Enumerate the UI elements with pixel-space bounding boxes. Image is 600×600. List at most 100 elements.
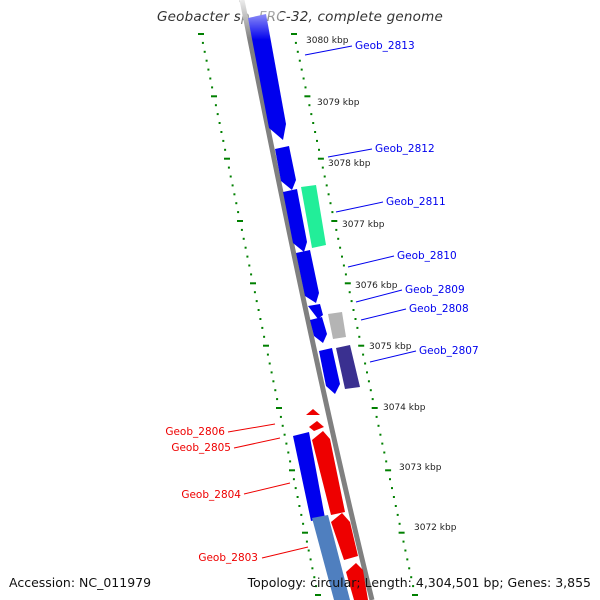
ruler-dash [272,380,275,383]
ruler-dash [371,398,374,401]
ruler-dash [274,389,277,392]
ruler-dash [304,95,311,98]
ruler-dash [224,148,227,151]
ruler-dash [398,522,401,525]
gene-label-geob-2809[interactable]: Geob_2809 [405,284,465,296]
ruler-dash [316,139,318,142]
gene-label-geob-2805[interactable]: Geob_2805 [171,442,231,454]
ruler-dash [385,460,388,463]
gene-arrow-geob-2804-plus[interactable] [293,432,325,521]
gene-arrow-geob-2807[interactable] [336,345,360,389]
ruler-dash [289,469,295,472]
gene-label-geob-2813[interactable]: Geob_2813 [355,40,415,52]
ruler-dash [310,113,313,116]
ruler-dash [398,531,405,534]
ruler-dash [308,104,311,107]
gene-arrow-geob-2812[interactable] [275,146,296,190]
ruler-dash [250,282,256,285]
gene-arrow-geob-2809-b[interactable] [310,317,327,343]
gene-arrow-geob-2803-plus[interactable] [312,515,350,600]
ruler-dash [348,291,351,294]
ruler-dash [352,309,355,311]
ruler-dash [270,371,273,374]
gene-arrow-geob-2804[interactable] [312,431,345,515]
ruler-dash [356,326,359,329]
ruler-dash [406,558,409,561]
ruler-dash [198,33,204,35]
ruler-dash [317,157,324,160]
ruler-dash [412,594,418,596]
ruler-dash [315,594,321,596]
ruler-dash [248,264,251,267]
gene-arrow-geob-2803[interactable] [331,513,358,560]
ruler-dash [244,246,247,249]
ruler-dash [302,77,305,80]
ruler-dash [203,50,206,53]
ruler-dash [268,362,271,365]
gene-label-geob-2811[interactable]: Geob_2811 [386,196,446,208]
ruler-dash [289,460,292,463]
ruler-dash [205,59,208,62]
ruler-outer [291,33,418,596]
ruler-dash [246,255,249,258]
ruler-dash [279,415,282,418]
ruler-dash [366,371,368,374]
ruler-dash [291,33,297,35]
gene-labels: Geob_2813 Geob_2812 Geob_2811 Geob_2810 … [165,40,478,564]
gene-arrow-geob-2811[interactable] [301,185,326,248]
ruler-dash [261,326,264,329]
ruler-dash [214,104,217,107]
gene-arrow-geob-2807-a[interactable] [319,348,340,394]
gene-arrow-geob-2806[interactable] [306,409,320,415]
ruler-dash [263,344,269,347]
gene-label-geob-2807[interactable]: Geob_2807 [419,345,479,357]
gene-label-geob-2803[interactable]: Geob_2803 [198,552,258,564]
ruler-dash [335,228,338,231]
ruler-dash [240,228,243,231]
gene-arrow-geob-2810[interactable] [296,250,319,303]
ruler-dash [257,309,260,311]
gene-arrow-geob-2805[interactable] [309,421,324,431]
ruler-dash [408,567,411,570]
gene-label-geob-2812[interactable]: Geob_2812 [375,143,435,155]
ruler-dash [276,398,279,401]
gene-label-geob-2804[interactable]: Geob_2804 [181,489,241,501]
ruler-dash [375,415,378,418]
ruler-dash [371,407,378,409]
genome-summary-text: Topology: circular; Length: 4,304,501 bp… [247,575,591,590]
gene-label-geob-2808[interactable]: Geob_2808 [409,303,469,315]
top-fade [240,0,280,40]
gene-arrow-geob-2810-a[interactable] [283,189,307,252]
ruler-dash [309,558,312,561]
kbp-label: 3077 kbp [342,220,385,230]
ruler-dash [311,567,314,570]
ruler-dash [305,540,308,543]
ruler-dash [292,478,295,481]
ruler-dash [231,184,234,187]
kbp-label: 3074 kbp [383,403,426,413]
ruler-dash [392,496,395,498]
ruler-dash [287,451,290,454]
ruler-dash [329,202,332,205]
ruler-dash [410,576,413,579]
ruler-dash [237,220,243,222]
ruler-dash [391,487,393,490]
ruler-dash [283,433,286,436]
gene-label-geob-2810[interactable]: Geob_2810 [397,250,457,262]
gene-arrow-geob-2813[interactable] [248,14,286,140]
ruler-dash [211,86,214,89]
ruler-dash [209,77,212,80]
gene-label-geob-2806[interactable]: Geob_2806 [165,426,225,438]
ruler-dash [389,478,391,481]
ruler-dash [207,68,210,71]
ruler-dash [281,424,284,427]
ruler-dash [263,335,266,338]
ruler-dash [315,585,318,588]
kbp-label: 3075 kbp [369,342,412,352]
gene-arrow-geob-2809[interactable] [308,304,323,319]
gene-arrow-geob-2802[interactable] [346,563,368,600]
ruler-dash [253,291,256,294]
ruler-dash [344,273,347,276]
gene-arrow-geob-2808[interactable] [328,312,346,339]
